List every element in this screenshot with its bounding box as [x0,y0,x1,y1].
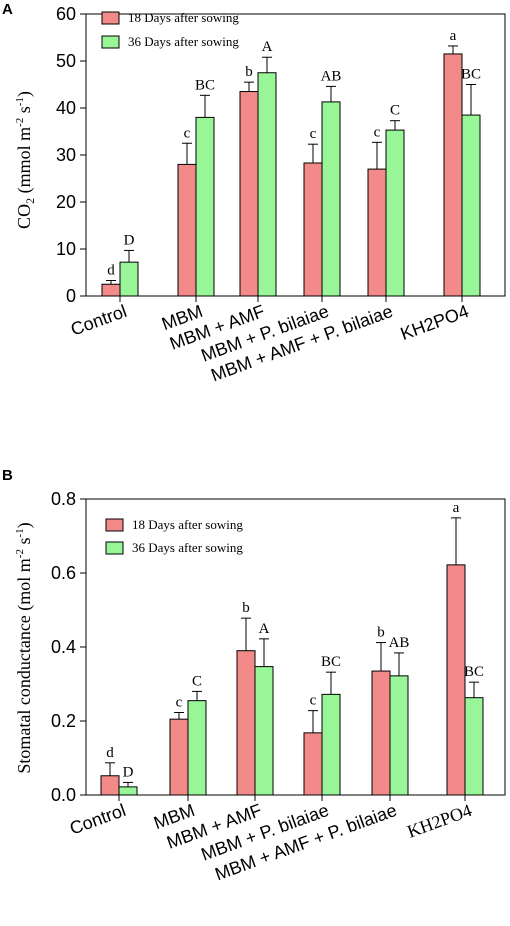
panel-b-xtick-label: KH2PO4 [405,800,475,842]
panel-a-bar-36d [385,129,405,297]
panel-a-bar-18d [303,162,323,297]
panel-b-legend-swatch-36 [105,541,124,555]
panel-a-significance-letter: a [450,28,457,44]
panel-b-bar-36d [254,666,274,796]
panel-b-bar-18d [371,670,391,796]
panel-a-significance-letter: C [390,103,400,119]
panel-a-ytick-label: 30 [56,145,76,165]
panel-b-significance-letter: AB [389,635,410,651]
panel-b-legend-label-18: 18 Days after sowing [132,517,243,532]
panel-a-bar-18d [239,91,259,297]
panel-a-ylabel-exp2: -1 [14,97,26,106]
panel-b-bar-36d [321,693,341,796]
panel-b-significance-letter: c [176,694,183,710]
panel-a-significance-letter: D [124,232,135,248]
panel-b-ylabel-end: ) [14,522,35,528]
panel-b-bar-36d [187,700,207,796]
panel-a-bar-36d [461,114,481,297]
panel-a-ytick-label: 10 [56,239,76,259]
panel-a-significance-letter: d [107,262,115,278]
panel-b-ytick-label: 0.0 [51,785,76,805]
panel-a-bar-36d [321,101,341,297]
panel-b-significance-letter: A [259,621,270,637]
panel-b-significance-letter: a [453,500,460,516]
panel-a-legend: 18 Days after sowing 36 Days after sowin… [101,10,239,49]
panel-a-ytick-label: 20 [56,192,76,212]
panel-b-letter: B [2,467,13,484]
panel-b-ytick-label: 0.4 [51,637,76,657]
panel-b-ylabel-mid: s [14,538,34,550]
panel-a-ytick-label: 40 [56,98,76,118]
panel-b-ylabel-exp1: -2 [14,549,26,558]
svg-text:CO2 (mmol m-2 s-1): CO2 (mmol m-2 s-1) [14,91,37,229]
panel-a-ylabel: CO2 (mmol m-2 s-1) [14,91,37,229]
panel-a-significance-letter: c [310,126,317,142]
panel-b-bar-18d [169,718,189,796]
panel-b-ytick-label: 0.2 [51,711,76,731]
panel-b-bar-18d [303,732,323,796]
panel-b-bar-18d [236,650,256,796]
panel-b-ylabel-exp2: -1 [14,528,26,537]
panel-a-significance-letter: BC [461,67,481,83]
panel-a-xtick-label: KH2PO4 [398,301,472,344]
panel-a-significance-letter: BC [195,77,215,93]
panel-a-ylabel-mid: s [14,106,34,118]
panel-b-significance-letter: D [123,764,134,780]
panel-a-significance-letter: AB [321,68,342,84]
panel-b-significance-letter: b [377,625,385,641]
panel-b-ylabel-main: Stomatal conductance (mol m [14,558,35,773]
panel-b-significance-letter: BC [464,664,484,680]
panel-b-significance-letter: BC [321,654,341,670]
panel-a-legend-swatch-18 [101,11,120,25]
panel-b-chart: B Stomatal conductance (mol m-2 s-1) 0.0… [2,467,506,884]
panel-a-ylabel-sub: 2 [23,198,37,204]
panel-b-significance-letter: c [310,693,317,709]
panel-a-bar-18d [367,168,387,297]
panel-a-bar-18d [443,53,463,297]
panel-a-letter: A [2,1,13,18]
panel-a-legend-swatch-36 [101,35,120,49]
panel-b-legend: 18 Days after sowing 36 Days after sowin… [105,517,243,555]
panel-a-bar-36d [257,72,277,297]
panel-b-bar-18d [446,564,466,796]
panel-a-ylabel-main: CO [14,204,34,229]
panel-a-significance-letter: b [245,64,253,80]
panel-a-legend-label-36: 36 Days after sowing [128,34,239,49]
panel-a-chart: A CO2 (mmol m-2 s-1) 0 10 20 30 40 50 60 dD Cont… [2,1,506,385]
panel-b-legend-swatch-18 [105,518,124,532]
panel-a-significance-letter: A [262,39,273,55]
panel-a-bar-36d [195,116,215,297]
panel-a-xtick-label: Control [68,301,129,340]
panel-a-ylabel-end: ) [14,91,35,97]
panel-a-ytick-label: 0 [66,286,76,306]
panel-b-significance-letter: C [192,673,202,689]
panel-b-significance-letter: b [242,600,250,616]
panel-a-bar-18d [101,283,121,297]
panel-a-significance-letter: c [184,125,191,141]
panel-b-significance-letter: d [106,745,114,761]
svg-text:Stomatal conductance (mol m-2: Stomatal conductance (mol m-2 s-1) [14,522,35,773]
panel-b-bar-18d [100,775,120,796]
panel-b-ytick-label: 0.8 [51,489,76,509]
panel-a-ylabel-exp1: -2 [14,118,26,127]
panel-b-ylabel: Stomatal conductance (mol m-2 s-1) [14,522,35,773]
panel-b-ytick-label: 0.6 [51,563,76,583]
panel-b-xtick-label: Control [67,800,128,839]
panel-a-ylabel-rest: (mmol m [14,127,35,198]
panel-b-legend-label-36: 36 Days after sowing [132,540,243,555]
panel-a-significance-letter: c [374,124,381,140]
panel-a-frame [85,13,506,297]
panel-a-ytick-label: 50 [56,51,76,71]
panel-a-ytick-label: 60 [56,4,76,24]
panel-b-bar-36d [389,675,409,796]
panel-b-bar-36d [464,697,484,796]
panel-a-bar-18d [177,163,197,297]
panel-b-bar-36d [118,786,138,796]
panel-a-legend-label-18: 18 Days after sowing [128,10,239,25]
panel-a-bar-36d [119,261,139,297]
